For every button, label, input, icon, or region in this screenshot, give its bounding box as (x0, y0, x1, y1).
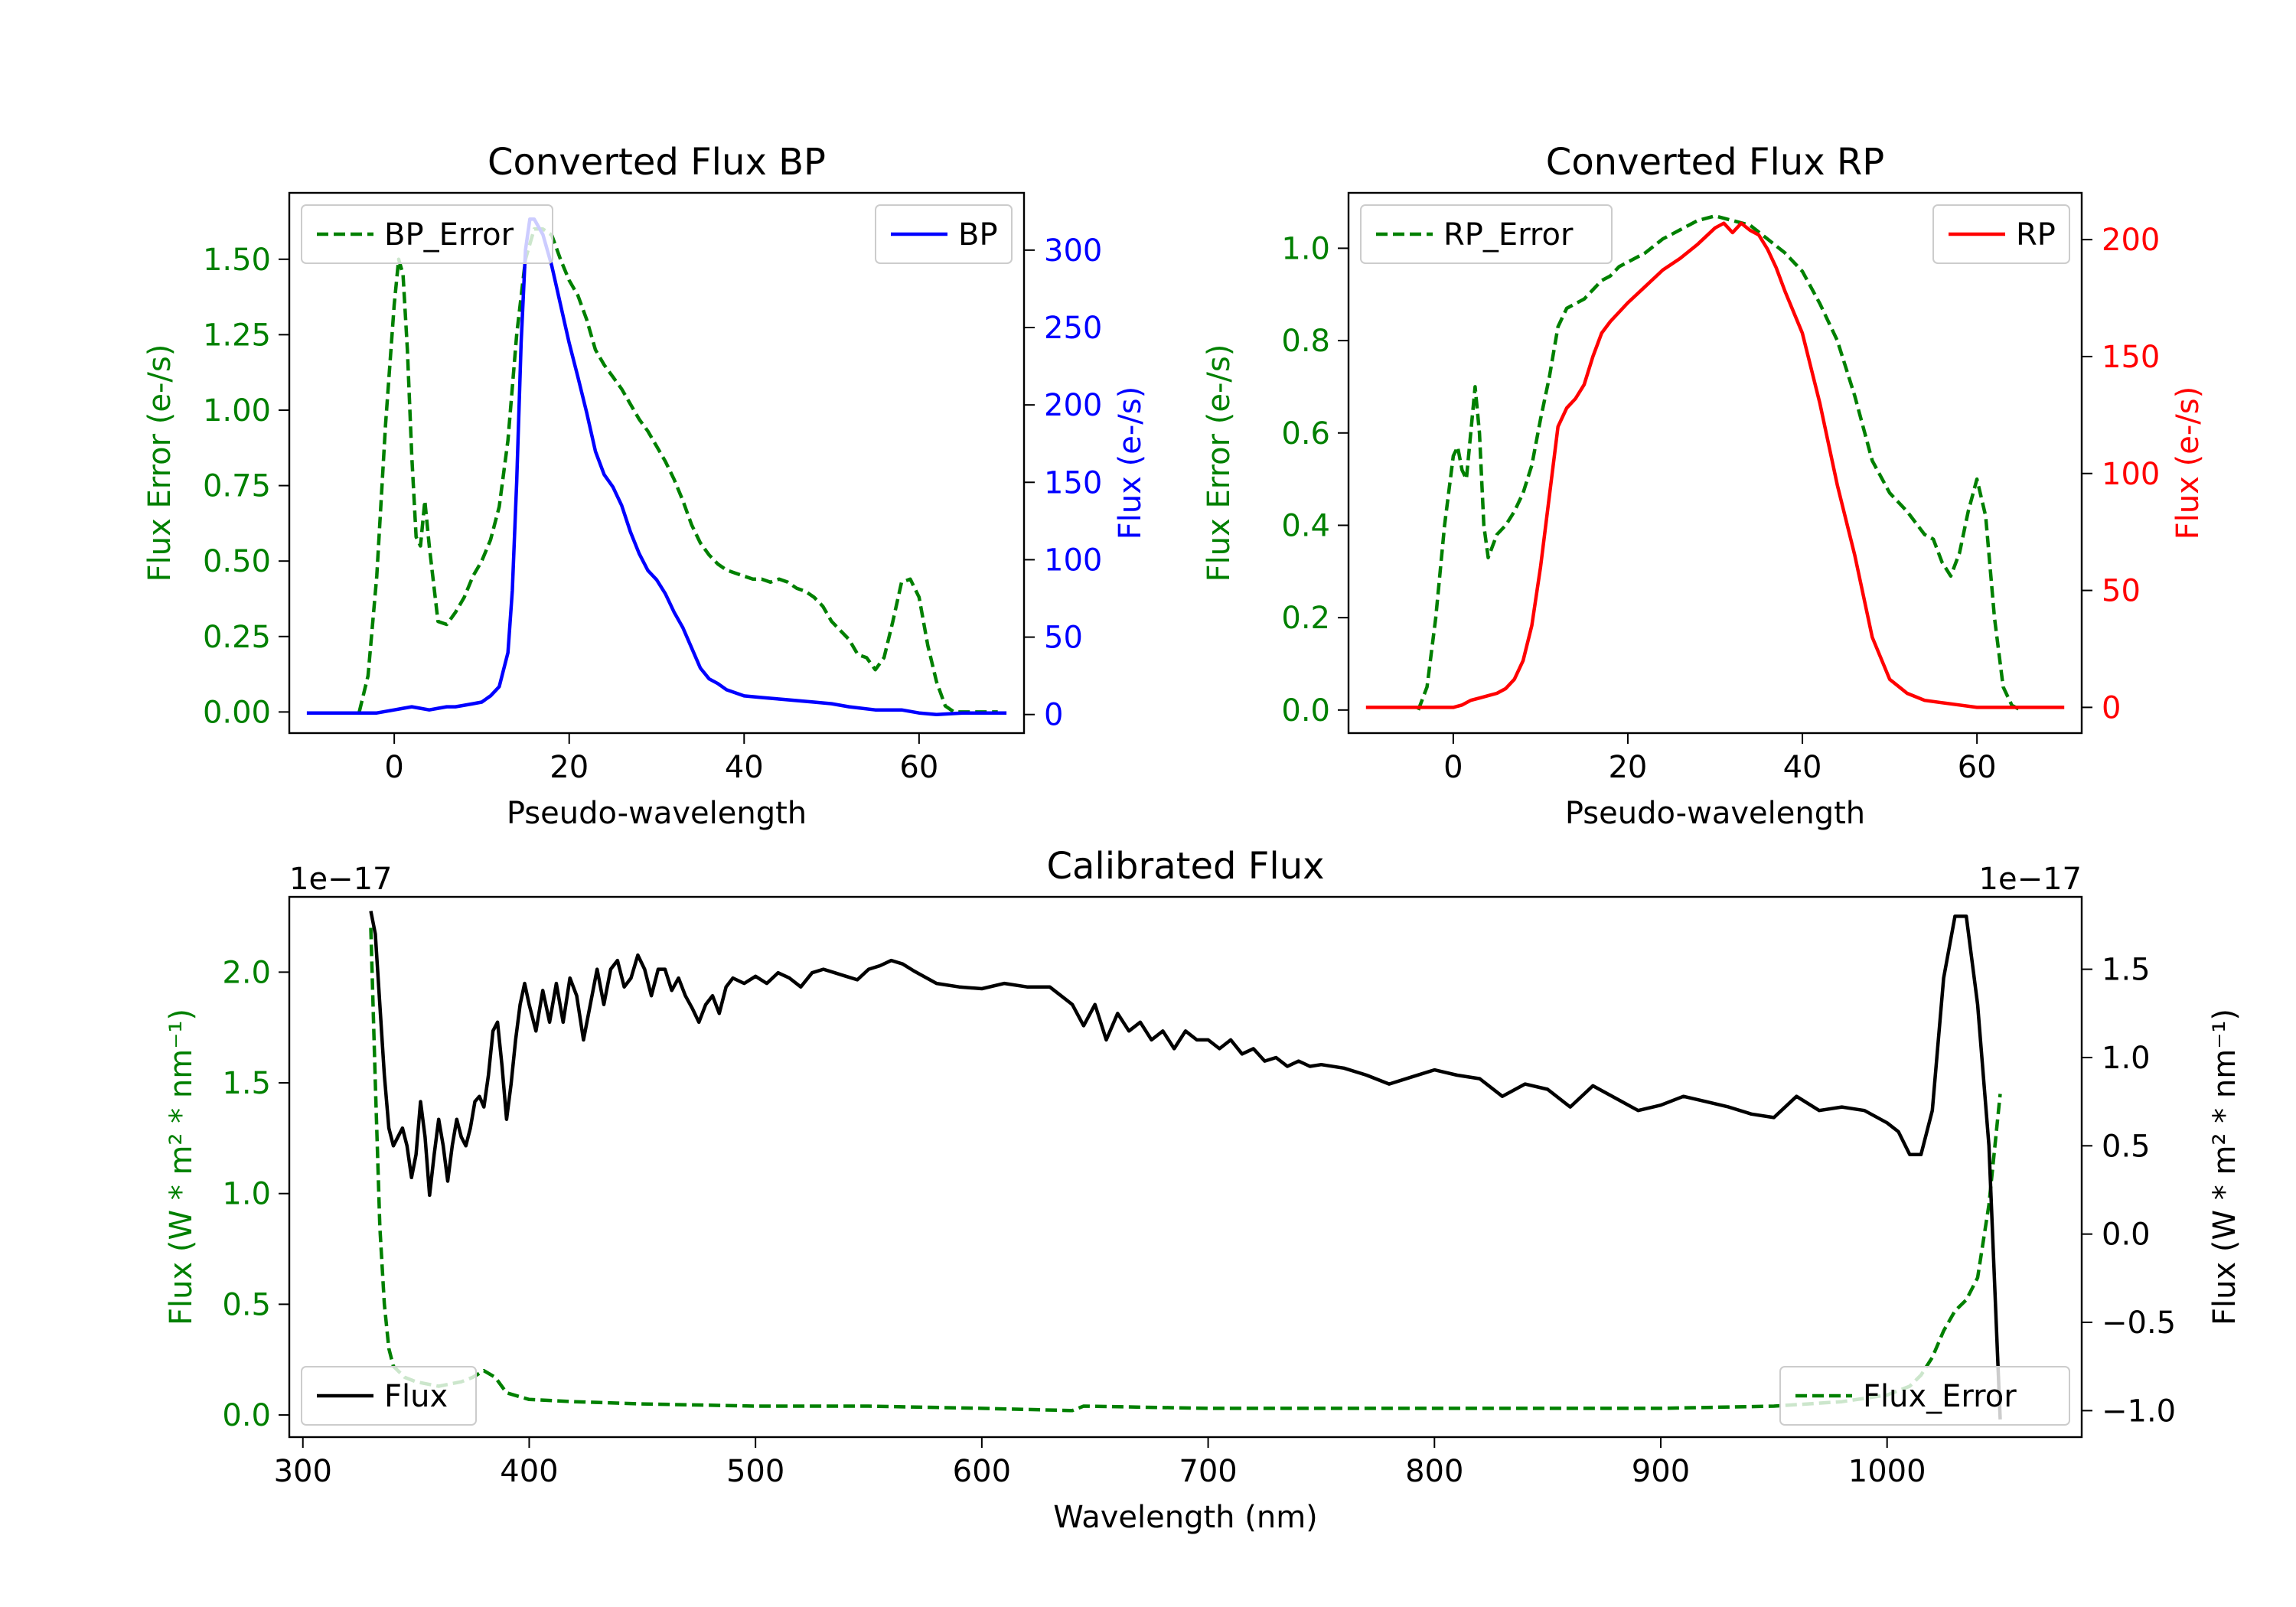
y-left-tick-label: 0.8 (1281, 324, 1330, 359)
y-right-tick-label: 150 (1044, 465, 1102, 500)
x-axis-label: Pseudo-wavelength (507, 796, 807, 831)
chart-title: Calibrated Flux (1046, 845, 1324, 888)
chart-title: Converted Flux RP (1546, 141, 1884, 184)
x-axis-label: Wavelength (nm) (1053, 1500, 1318, 1535)
legend-bp: BP (875, 204, 1013, 264)
y-left-tick-label: 1.25 (203, 318, 271, 353)
y-left-tick-label: 1.0 (1281, 231, 1330, 266)
y-left-tick-label: 1.0 (222, 1177, 271, 1212)
y-left-tick-label: 0.5 (222, 1287, 271, 1322)
y-right-axis-label: Flux (e-/s) (2170, 386, 2206, 539)
y-left-tick-label: 1.50 (203, 243, 271, 278)
x-tick-label: 500 (726, 1454, 784, 1489)
legend-flux_error: Flux_Error (1779, 1366, 2070, 1426)
legend-box (1360, 204, 1613, 264)
y-right-tick-label: 1.0 (2102, 1041, 2151, 1076)
y-right-tick-label: 200 (1044, 388, 1102, 423)
x-tick-label: 700 (1179, 1454, 1237, 1489)
y-left-tick-label: 0.00 (203, 695, 271, 730)
x-tick-label: 800 (1405, 1454, 1463, 1489)
y-left-tick-label: 0.0 (222, 1398, 271, 1433)
x-tick-label: 600 (953, 1454, 1011, 1489)
y-right-tick-label: −1.0 (2102, 1393, 2176, 1429)
y-right-tick-label: 250 (1044, 311, 1102, 346)
x-tick-label: 40 (725, 750, 764, 785)
series-line-rp_error (1417, 214, 2022, 712)
legend-label: Flux_Error (1863, 1379, 2017, 1414)
legend-box (301, 204, 553, 264)
x-tick-label: 20 (550, 750, 589, 785)
legend-label: BP (958, 217, 998, 253)
legend-rp: RP (1932, 204, 2070, 264)
y-right-tick-label: −0.5 (2102, 1305, 2176, 1341)
y-right-axis-label: Flux (W * m² * nm⁻¹) (2207, 1009, 2242, 1325)
y-left-tick-label: 1.00 (203, 393, 271, 429)
y-right-tick-label: 0.5 (2102, 1129, 2151, 1164)
legend-bp_error: BP_Error (301, 204, 553, 264)
y-right-tick-label: 100 (1044, 543, 1102, 578)
axes-frame (288, 191, 1026, 735)
x-tick-label: 20 (1608, 750, 1647, 785)
x-axis-label: Pseudo-wavelength (1565, 796, 1865, 831)
y-right-axis-label: Flux (e-/s) (1113, 386, 1148, 539)
y-right-tick-label: 200 (2102, 223, 2160, 258)
y-left-tick-label: 0.4 (1281, 508, 1330, 543)
x-tick-label: 60 (899, 750, 938, 785)
series-line-rp (1365, 221, 2065, 709)
x-tick-label: 900 (1632, 1454, 1690, 1489)
chart-0: 0 20 40 60 0.00 0.25 0.50 0.75 1.00 1.25 1.50 0 50 10… (142, 141, 1148, 831)
series-line-flux (369, 911, 2002, 1420)
y-right-tick-label: 300 (1044, 233, 1102, 269)
y-left-tick-label: 0.50 (203, 544, 271, 579)
legend-rp_error: RP_Error (1360, 204, 1613, 264)
y-left-axis-label: Flux (W * m² * nm⁻¹) (164, 1009, 199, 1325)
y-right-tick-label: 0 (1044, 698, 1063, 733)
chart-2: 300 400 500 600 700 800 900 1000 0.0 0.5 1.0 1.5 2.0… (164, 845, 2242, 1535)
y-left-offset-text: 1e−17 (289, 862, 392, 897)
legend-label: RP (2016, 217, 2056, 253)
x-tick-label: 60 (1958, 750, 1997, 785)
y-right-tick-label: 0 (2102, 690, 2121, 725)
legend-label: BP_Error (384, 217, 514, 253)
y-right-tick-label: 0.0 (2102, 1217, 2151, 1253)
legend-box (1779, 1366, 2070, 1426)
chart-1: 0 20 40 60 0.0 0.2 0.4 0.6 0.8 1.0 0 50 100 150 200 Con… (1202, 141, 2206, 831)
y-right-tick-label: 150 (2102, 340, 2160, 375)
x-tick-label: 300 (274, 1454, 332, 1489)
x-tick-label: 40 (1783, 750, 1822, 785)
series-line-bp_error (357, 227, 998, 714)
y-left-tick-label: 0.2 (1281, 601, 1330, 636)
y-right-tick-label: 100 (2102, 457, 2160, 492)
y-left-tick-label: 0.0 (1281, 693, 1330, 729)
legend-flux: Flux (301, 1366, 477, 1426)
y-left-axis-label: Flux Error (e-/s) (1202, 344, 1237, 582)
y-left-tick-label: 0.75 (203, 469, 271, 504)
y-right-offset-text: 1e−17 (1979, 862, 2082, 897)
axes-frame (1347, 191, 2083, 735)
x-tick-label: 0 (384, 750, 403, 785)
y-left-axis-label: Flux Error (e-/s) (142, 344, 178, 582)
series-line-bp (306, 217, 1007, 716)
legend-label: Flux (384, 1379, 448, 1414)
y-left-tick-label: 1.5 (222, 1066, 271, 1101)
y-right-tick-label: 50 (2102, 574, 2141, 609)
y-left-tick-label: 2.0 (222, 955, 271, 990)
x-tick-label: 0 (1443, 750, 1463, 785)
y-left-tick-label: 0.6 (1281, 416, 1330, 451)
legend-label: RP_Error (1443, 217, 1574, 253)
x-tick-label: 1000 (1848, 1454, 1926, 1489)
y-right-tick-label: 1.5 (2102, 953, 2151, 988)
chart-title: Converted Flux BP (488, 141, 826, 184)
y-left-tick-label: 0.25 (203, 620, 271, 655)
legend-box (301, 1366, 477, 1426)
x-tick-label: 400 (500, 1454, 558, 1489)
axes-frame (288, 895, 2083, 1439)
y-right-tick-label: 50 (1044, 621, 1083, 656)
